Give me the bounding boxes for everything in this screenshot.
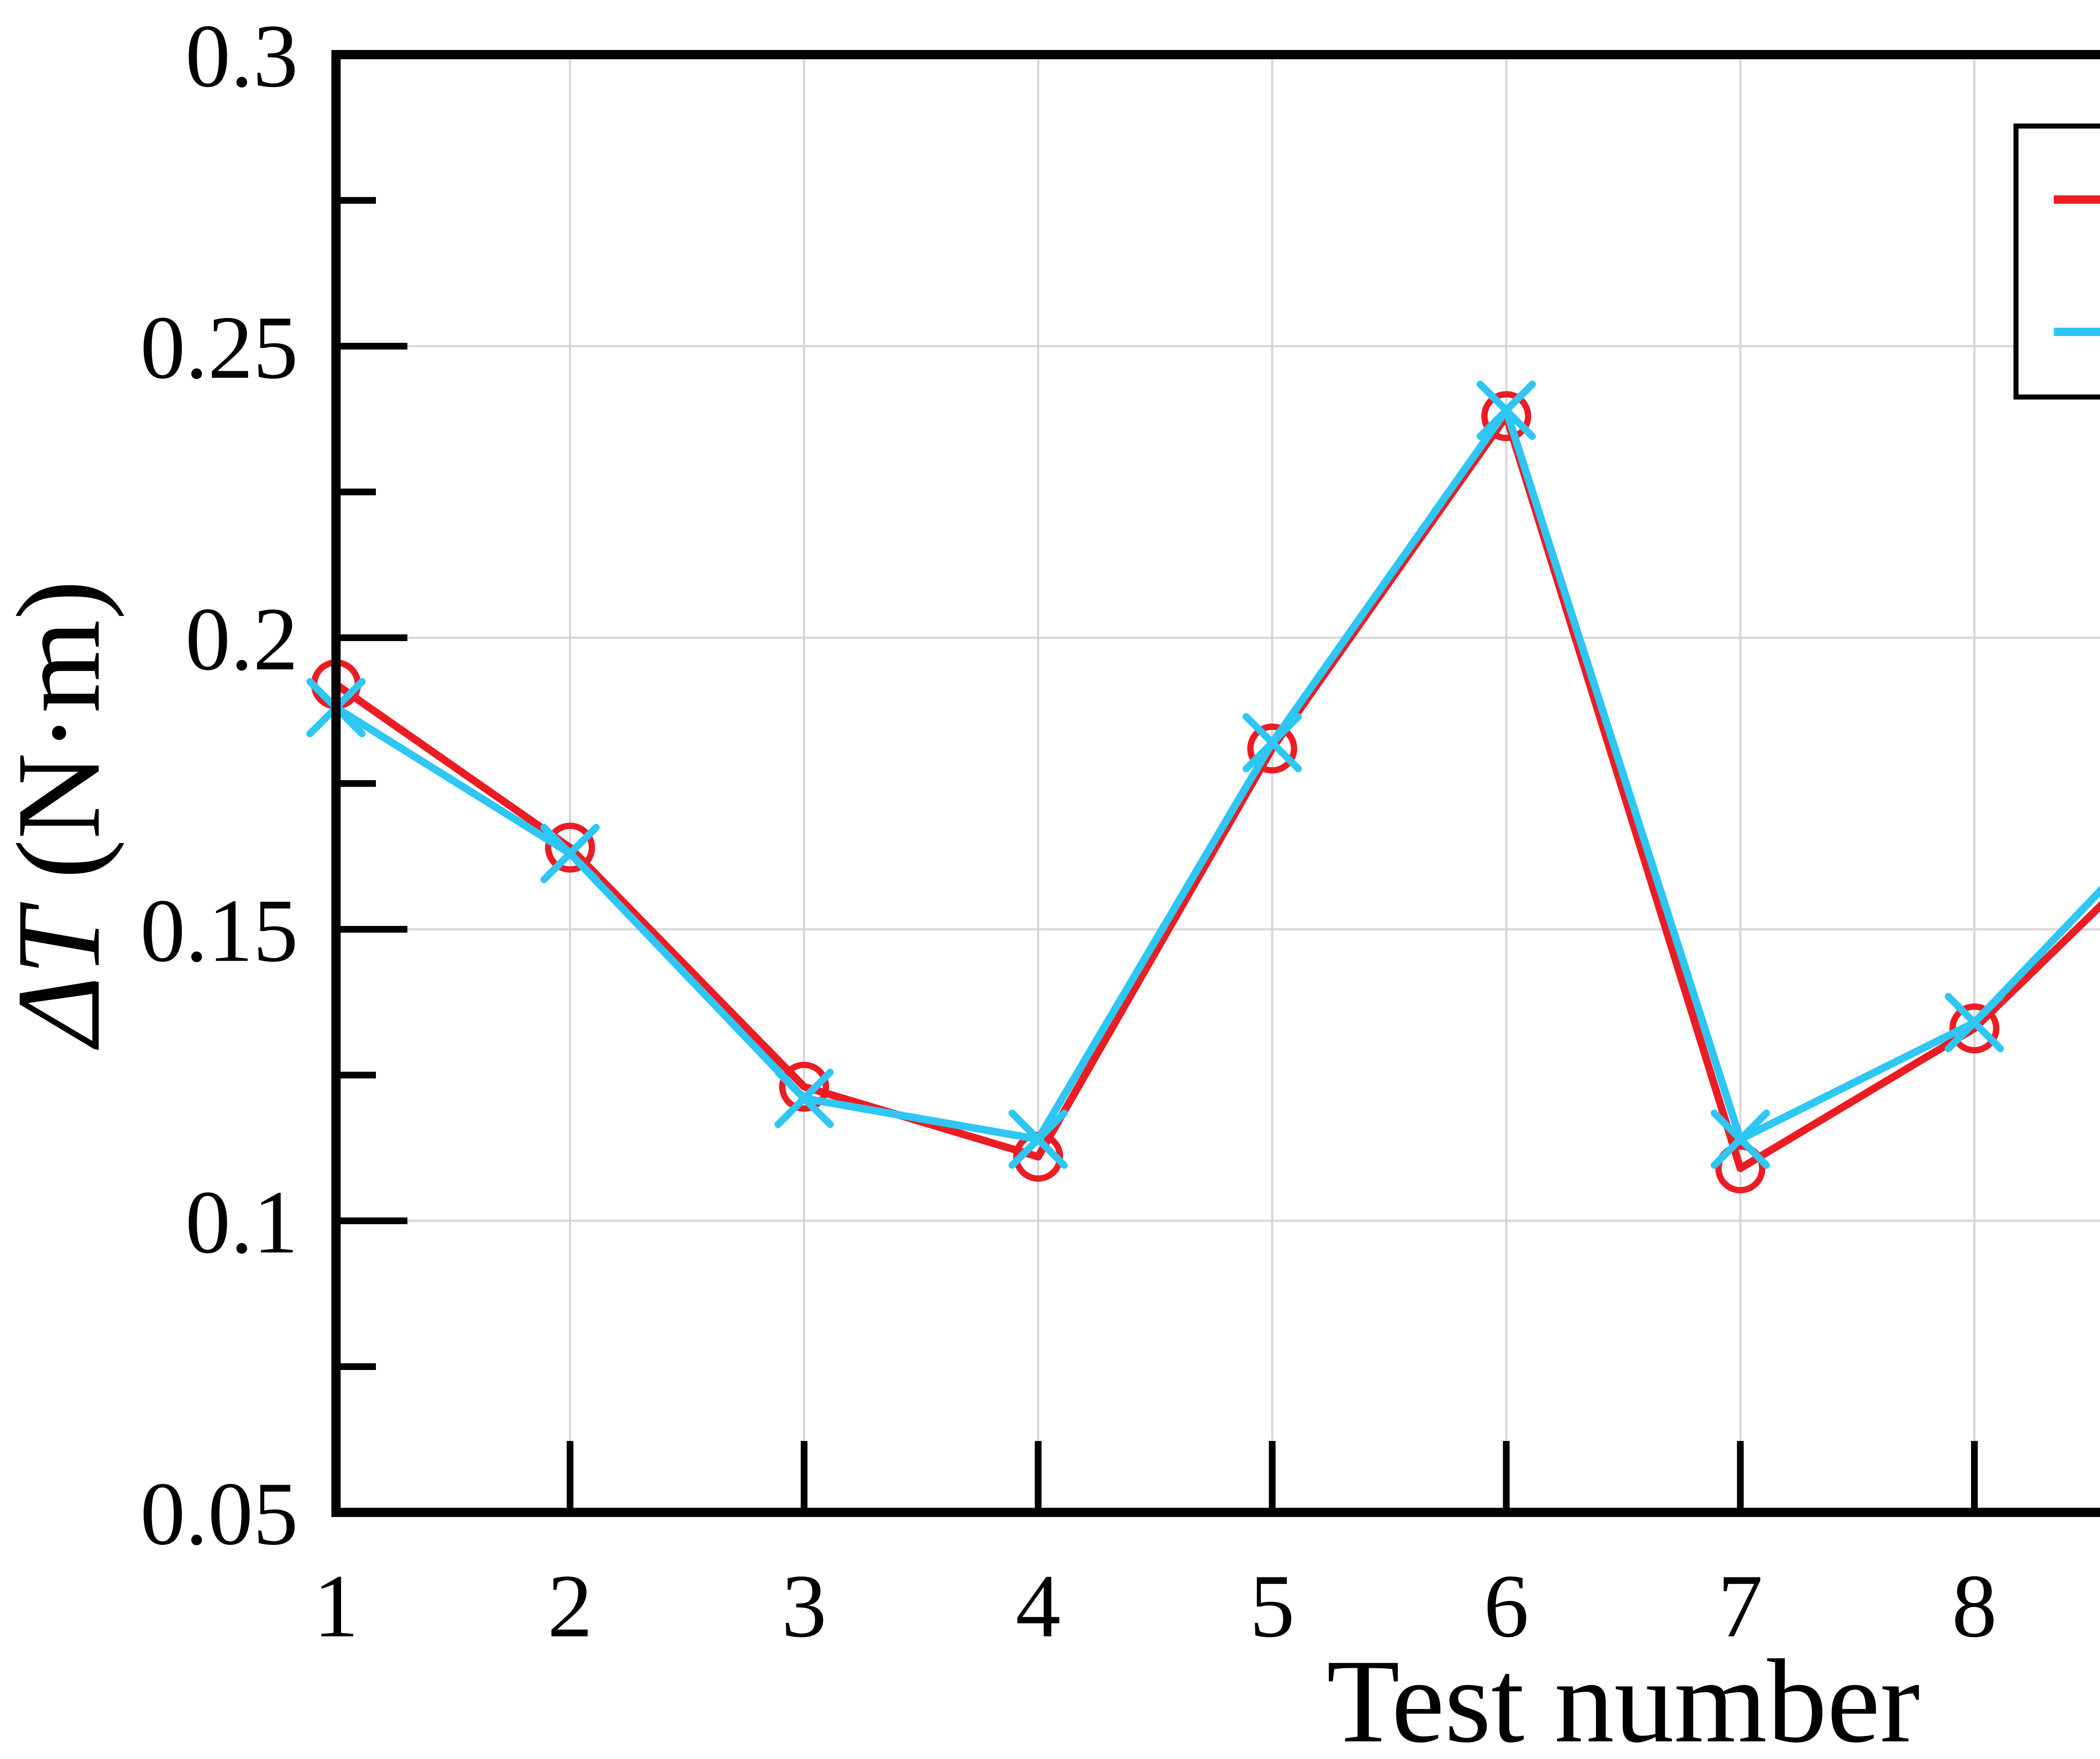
- series-layer: [306, 381, 2100, 1194]
- x-axis-title: Test number: [1327, 1635, 1920, 1759]
- x-tick-label: 3: [782, 1556, 827, 1656]
- y-tick-label: 0.2: [185, 589, 298, 689]
- legend: FEM Neural network: [2013, 124, 2100, 400]
- gridlines: [336, 55, 2100, 1512]
- x-tick-label: 5: [1250, 1556, 1295, 1656]
- y-tick-label: 0.25: [140, 297, 298, 397]
- nn-data-point-x: [1476, 381, 1536, 440]
- y-tick-label: 0.15: [140, 880, 298, 981]
- nn-data-point-x: [1008, 1110, 1068, 1169]
- y-tick-label: 0.3: [185, 5, 298, 106]
- fem-data-point-circle: [1481, 391, 1531, 442]
- y-axis-title-symbol: ΔT: [0, 901, 125, 1052]
- fem-data-point-circle: [545, 823, 595, 873]
- nn-data-point-x: [1945, 993, 2004, 1052]
- nn-data-point-x: [1711, 1110, 1770, 1169]
- x-tick-label: 8: [1952, 1556, 1997, 1656]
- y-axis-title: ΔT (N·m): [0, 580, 125, 1052]
- legend-entry-neural-network: Neural network: [2054, 328, 2100, 336]
- fem-series-line: [332, 412, 2100, 1173]
- nn-series-line: [332, 406, 2100, 1143]
- fem-data-point-circle: [1949, 1003, 2000, 1054]
- y-tick-label: 0.05: [140, 1463, 298, 1564]
- fem-data-point-circle: [779, 1062, 830, 1112]
- y-axis-title-units: (N·m): [0, 580, 125, 909]
- legend-entry-fem: FEM: [2054, 195, 2100, 204]
- x-tick-label: 2: [548, 1556, 593, 1656]
- y-tick-label: 0.1: [185, 1172, 298, 1272]
- nn-data-point-x: [1242, 713, 1302, 773]
- axes-layer: [331, 50, 2100, 1517]
- x-tick-label: 4: [1016, 1556, 1061, 1656]
- nn-data-point-x: [540, 824, 600, 883]
- tick-labels-layer: 0.30.250.20.150.10.05123456789101112: [140, 5, 1997, 1656]
- legend-box: [2013, 124, 2100, 400]
- x-tick-label: 7: [1718, 1556, 1763, 1656]
- fem-data-point-circle: [1715, 1143, 1766, 1194]
- x-tick-label: 6: [1484, 1556, 1529, 1656]
- nn-data-point-x: [774, 1069, 834, 1128]
- plot-border: [331, 50, 2100, 1517]
- fem-data-point-circle: [1247, 723, 1297, 774]
- x-tick-label: 1: [313, 1556, 359, 1656]
